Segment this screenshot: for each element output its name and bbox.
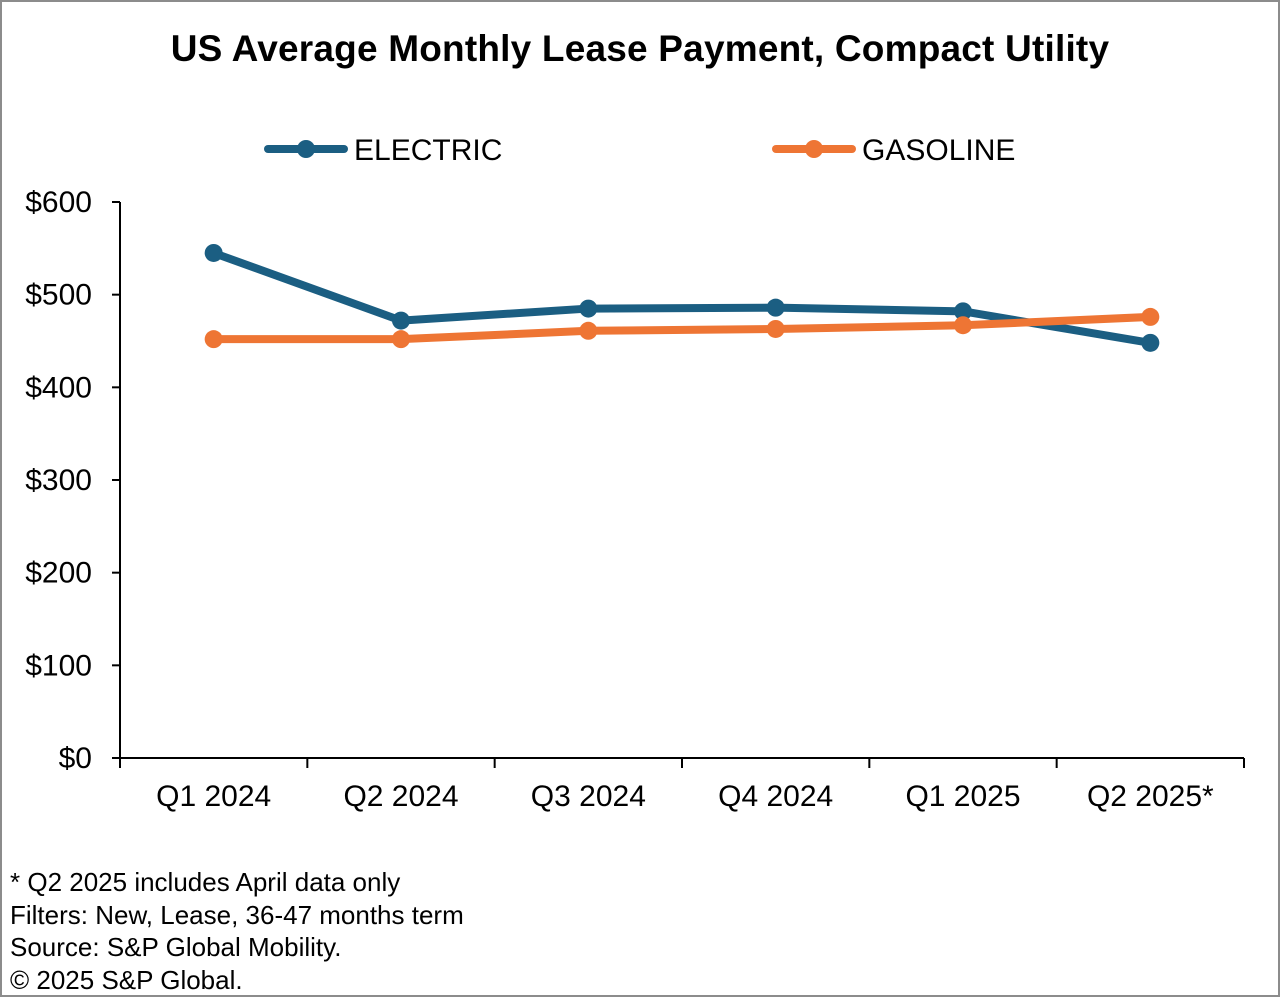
x-tick-label: Q1 2025: [905, 780, 1020, 813]
footnotes: * Q2 2025 includes April data only Filte…: [10, 866, 464, 996]
y-tick-label: $400: [25, 371, 92, 404]
y-tick-label: $100: [25, 649, 92, 682]
y-tick-label: $500: [25, 279, 92, 312]
data-point-gasoline: [392, 330, 410, 349]
x-tick-label: Q2 2025*: [1087, 780, 1214, 813]
legend-label-gasoline: GASOLINE: [862, 134, 1015, 167]
series-line-gasoline: [209, 312, 1155, 344]
data-point-electric: [204, 243, 223, 262]
data-point-gasoline: [766, 319, 785, 338]
data-point-electric: [392, 311, 410, 330]
legend-label-electric: ELECTRIC: [354, 134, 502, 167]
data-point-electric: [766, 298, 785, 317]
data-point-electric: [954, 302, 972, 321]
chart-title: US Average Monthly Lease Payment, Compac…: [170, 28, 1110, 69]
footnote-copyright: © 2025 S&P Global.: [10, 964, 243, 995]
x-tick-label: Q3 2024: [531, 780, 646, 813]
y-tick-label: $0: [59, 742, 92, 775]
footnote-source: Source: S&P Global Mobility.: [10, 932, 342, 962]
data-point-gasoline: [954, 316, 972, 335]
series-layer: [204, 243, 1160, 352]
y-tick-label: $200: [25, 557, 92, 590]
x-tick-label: Q4 2024: [718, 780, 833, 813]
x-tick-label: Q2 2024: [343, 780, 458, 813]
footnote-q2-note: * Q2 2025 includes April data only: [10, 867, 401, 897]
data-point-electric: [579, 299, 598, 318]
legend: ELECTRIC GASOLINE: [264, 134, 1015, 167]
footnote-filters: Filters: New, Lease, 36-47 months term: [10, 899, 464, 930]
data-point-gasoline: [579, 321, 598, 340]
y-tick-label: $300: [25, 464, 92, 497]
data-point-gasoline: [1141, 307, 1160, 326]
data-point-gasoline: [204, 330, 223, 349]
legend-marker-gasoline: [805, 140, 823, 158]
axes: $0 $100 $200 $300 $400 $500 $600 Q1 2024 Q2 2024…: [25, 186, 1245, 813]
x-tick-label: Q1 2024: [156, 780, 271, 813]
data-point-electric: [1141, 333, 1160, 352]
y-tick-label: $600: [25, 186, 92, 219]
series-line-electric: [209, 248, 1155, 347]
legend-marker-electric: [297, 140, 315, 158]
